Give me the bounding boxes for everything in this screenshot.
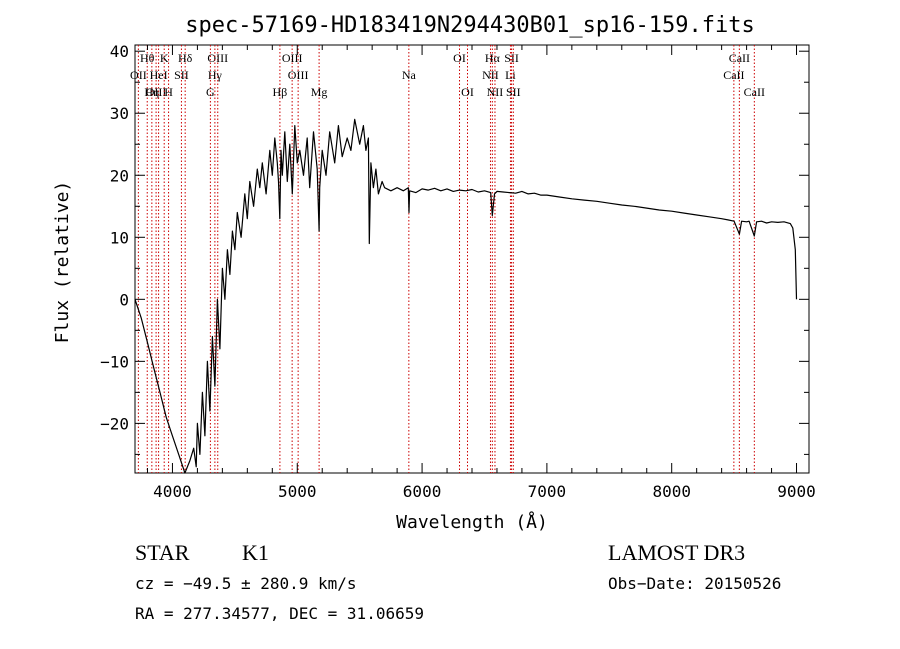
chart-title: spec-57169-HD183419N294430B01_sp16-159.f… [185,13,755,38]
spectral-line-label: CaII [729,51,750,65]
y-tick-label: 30 [110,104,129,123]
spectral-line-label: Hα [485,51,501,65]
redshift-velocity: cz = −49.5 ± 280.9 km/s [135,574,357,593]
spectral-line-label: Hβ [273,85,288,99]
y-tick-label: 0 [119,290,129,309]
spectral-line-label: Hδ [178,51,193,65]
spectral-line-label: OIII [288,68,309,82]
spectral-line-label: OIII [282,51,303,65]
spectral-line-label: Mg [311,85,328,99]
spectral-line-label: OI [461,85,474,99]
x-axis: 4000 5000 6000 7000 8000 9000 [146,45,816,501]
spectral-line-label: Hθ [140,51,155,65]
spectral-line-label: NII [482,68,499,82]
spectral-line-label: Li [505,68,516,82]
x-tick-label: 5000 [278,482,317,501]
spectral-line-label: CaII [744,85,765,99]
plot-frame [134,44,810,474]
spectral-line-label: CaII [723,68,744,82]
y-tick-label: 20 [110,166,129,185]
spectral-line-label: SII [504,51,519,65]
observation-date: Obs−Date: 20150526 [608,574,781,593]
y-tick-label: 40 [110,42,129,61]
spectral-line-label: HeI [150,68,168,82]
spectrum-line [134,118,798,474]
spectral-line-label: OIII [146,85,167,99]
y-tick-label: 10 [110,228,129,247]
y-axis-label: Flux (relative) [52,181,73,344]
spectral-line-label: OII [130,68,147,82]
y-tick-label: −20 [100,414,129,433]
x-tick-label: 7000 [528,482,567,501]
spectral-line-label: NII [487,85,504,99]
y-tick-label: −10 [100,352,129,371]
spectral-line-label: Hη [144,85,159,99]
spectral-line-label: SII [174,68,189,82]
x-axis-label: Wavelength (Å) [396,511,548,533]
y-axis: 40 30 20 10 0 −10 −20 [100,42,809,455]
x-tick-label: 6000 [403,482,442,501]
spectral-line-label: H [164,85,173,99]
x-tick-label: 8000 [652,482,691,501]
x-tick-label: 9000 [777,482,816,501]
spectral-line-label: K [160,51,169,65]
x-tick-label: 4000 [153,482,192,501]
spectral-line-label: OI [453,51,466,65]
spectral-line-label: G [206,85,215,99]
spectrum-series [134,118,798,474]
spectral-line-label: OIII [207,51,228,65]
survey-name: LAMOST DR3 [608,540,745,565]
spectral-line-label: Na [402,68,417,82]
object-class: STAR [135,540,190,565]
sky-coordinates: RA = 277.34577, DEC = 31.06659 [135,604,424,623]
spectral-line-label: Hγ [208,68,223,82]
object-subclass: K1 [242,540,269,565]
spectral-line-label: SII [506,85,521,99]
